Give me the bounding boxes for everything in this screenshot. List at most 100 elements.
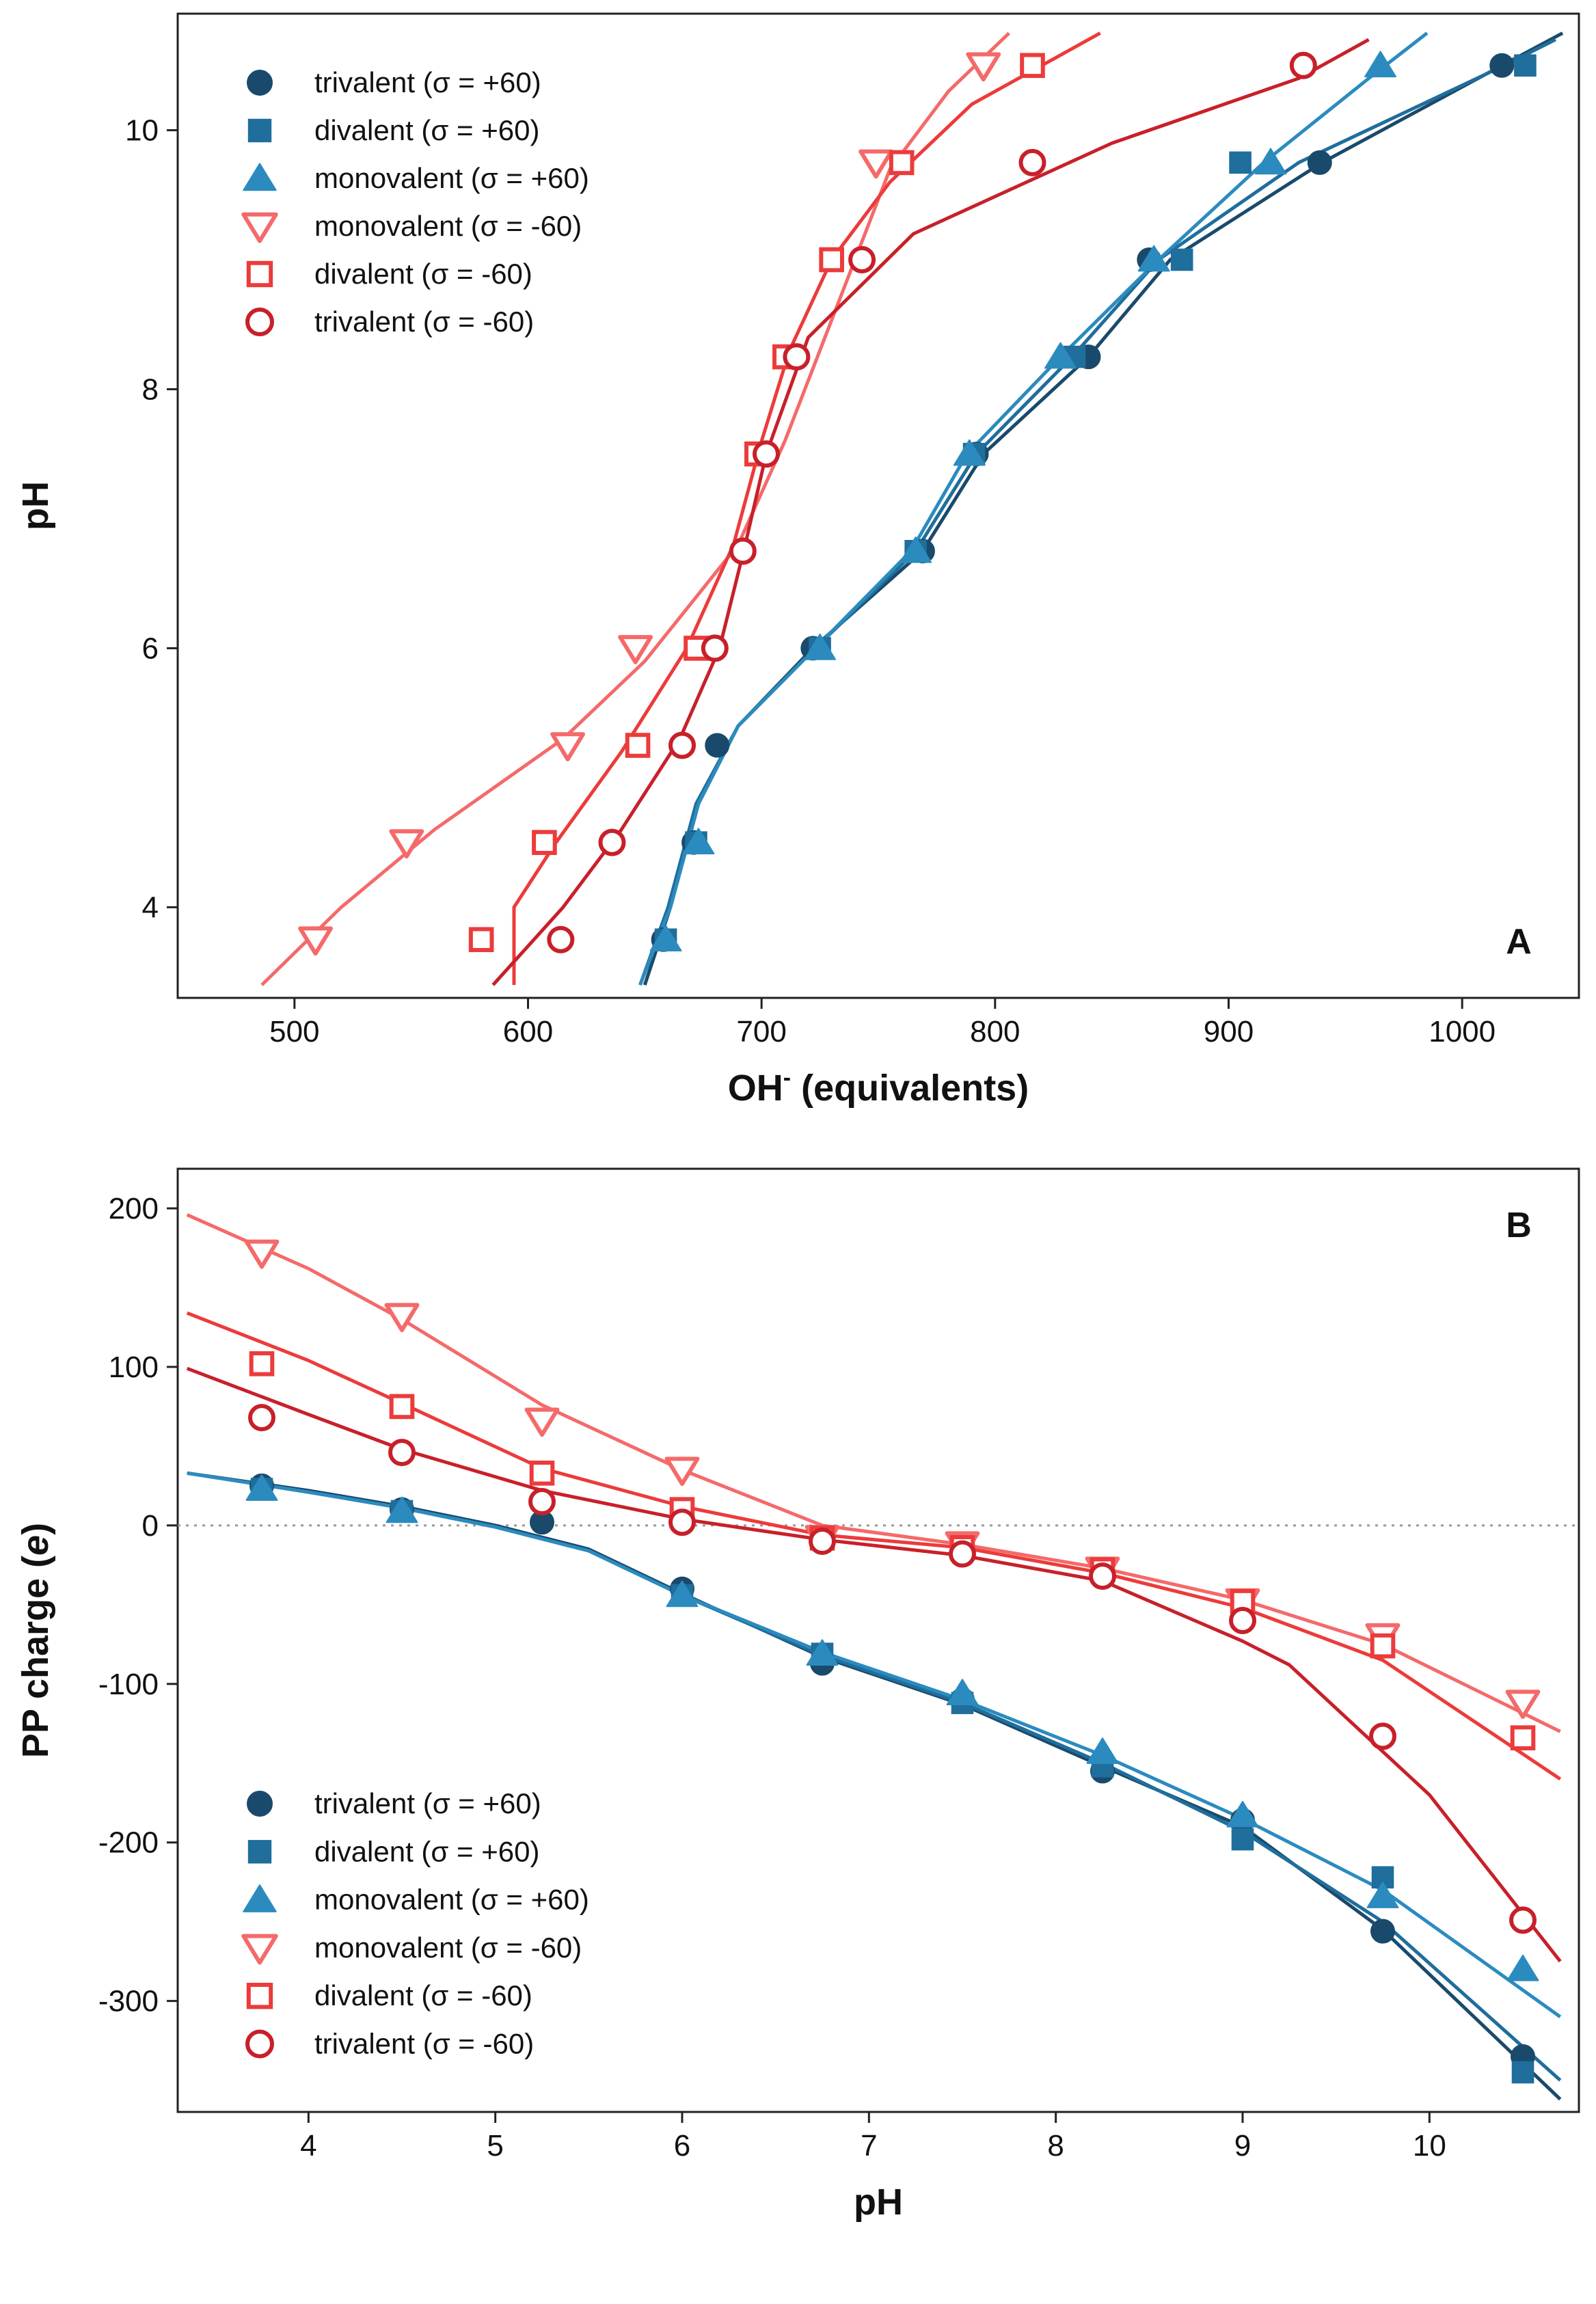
x-axis-title-suffix: (equivalents): [791, 1068, 1029, 1109]
panel-a: 500 600 700 800 900 1000 4 6 8 10 OH- (equivalents…: [15, 12, 1580, 1109]
series-line-2: [187, 1471, 1562, 2018]
legend-marker-1: [247, 118, 272, 143]
data-point-3-2: [524, 1407, 560, 1437]
data-point-3-9: [1505, 1690, 1541, 1720]
series-line-2: [638, 31, 1429, 986]
data-point-2-8: [1506, 1954, 1539, 1981]
data-point-4-2: [625, 733, 651, 758]
data-point-1-7: [1229, 151, 1252, 174]
y-tick-label: -100: [98, 1668, 159, 1701]
legend-marker-4: [246, 1983, 273, 2009]
y-axis-title: PP charge (e): [15, 1523, 56, 1758]
data-point-4-1: [532, 830, 557, 855]
data-point-2-2: [804, 634, 837, 660]
data-point-4-1: [389, 1394, 415, 1420]
data-point-5-6: [783, 343, 811, 371]
legend: trivalent (σ = +60) divalent (σ = +60) mon…: [241, 1787, 589, 2060]
data-point-2-0: [245, 1474, 278, 1501]
legend-marker-3: [241, 212, 278, 243]
data-point-1-6: [1231, 1828, 1254, 1851]
legend-label-2: monovalent (σ = +60): [314, 162, 589, 194]
panel-letter: B: [1506, 1206, 1532, 1245]
data-point-5-1: [598, 828, 626, 856]
x-tick-label: 10: [1413, 2129, 1446, 2163]
legend-marker-5: [245, 2029, 274, 2059]
data-point-0-9: [1489, 53, 1515, 78]
data-point-2-4: [946, 1679, 979, 1706]
data-point-2-5: [1086, 1737, 1119, 1764]
data-point-4-6: [819, 247, 844, 273]
x-tick-label: 700: [736, 1015, 786, 1048]
plot-frame: [176, 1167, 1580, 2113]
legend-label-5: trivalent (σ = -60): [314, 306, 534, 338]
legend-label-1: divalent (σ = +60): [314, 114, 539, 146]
legend: trivalent (σ = +60) divalent (σ = +60) mon…: [241, 66, 589, 338]
data-point-2-6: [1226, 1800, 1259, 1828]
data-point-5-5: [753, 440, 780, 468]
y-tick-label: 6: [142, 632, 159, 665]
legend-marker-2: [243, 163, 277, 191]
data-point-3-2: [618, 635, 653, 664]
x-tick-label: 7: [861, 2129, 877, 2163]
y-axis-title-main: PP charge (: [15, 1556, 56, 1758]
data-point-5-5: [949, 1540, 976, 1568]
legend-marker-1: [247, 1840, 272, 1864]
data-point-4-8: [1370, 1633, 1396, 1659]
data-point-5-3: [701, 634, 729, 662]
data-point-3-4: [858, 149, 894, 179]
legend-label-0: trivalent (σ = +60): [314, 66, 541, 98]
legend-label-0: trivalent (σ = +60): [314, 1787, 541, 1819]
data-point-4-9: [1510, 1725, 1536, 1750]
data-point-1-8: [1511, 2061, 1534, 2084]
y-tick-label: -200: [98, 1826, 159, 1860]
legend-label-5: trivalent (σ = -60): [314, 2028, 534, 2060]
legend-marker-5: [245, 308, 274, 336]
data-point-2-8: [1364, 51, 1397, 78]
legend-marker-2: [243, 1884, 277, 1912]
data-point-2-4: [953, 439, 986, 466]
data-point-5-8: [1018, 148, 1046, 176]
data-point-2-5: [1044, 342, 1077, 369]
data-point-5-8: [1369, 1722, 1396, 1750]
data-point-3-0: [244, 1239, 280, 1269]
data-point-5-4: [729, 537, 757, 565]
data-point-3-5: [966, 52, 1001, 82]
data-point-1-8: [1514, 54, 1537, 77]
plot-frame: [176, 12, 1580, 999]
x-tick-label: 8: [1047, 2129, 1064, 2163]
data-point-2-2: [666, 1580, 699, 1608]
x-axis-title: pH: [854, 2182, 903, 2223]
y-axis-title-suffix: ): [15, 1523, 56, 1535]
legend-marker-0: [247, 1791, 273, 1817]
y-tick-label: 0: [142, 1509, 159, 1543]
series-line-1: [638, 38, 1556, 986]
data-point-0-8: [1307, 150, 1332, 175]
data-point-4-8: [1020, 53, 1045, 79]
data-point-2-6: [1137, 245, 1170, 272]
data-point-5-3: [668, 1508, 696, 1536]
data-point-0-2: [705, 733, 730, 758]
data-point-5-4: [809, 1528, 836, 1556]
data-point-5-9: [1509, 1906, 1537, 1934]
data-point-3-3: [664, 1456, 700, 1487]
legend-label-2: monovalent (σ = +60): [314, 1884, 589, 1916]
x-axis-title: OH- (equivalents): [728, 1065, 1029, 1109]
series-line-0: [643, 31, 1564, 986]
legend-marker-4: [246, 260, 273, 288]
data-point-0-8: [1370, 1919, 1395, 1944]
y-tick-label: 8: [142, 372, 159, 406]
x-tick-label: 500: [269, 1015, 319, 1048]
data-point-5-7: [1229, 1607, 1256, 1635]
data-point-2-1: [386, 1496, 418, 1523]
data-point-4-0: [249, 1351, 275, 1377]
data-point-5-1: [388, 1439, 416, 1467]
x-axis-title-superscript: -: [783, 1065, 791, 1091]
data-point-2-7: [1254, 148, 1287, 175]
series-line-3: [186, 1213, 1561, 1733]
data-point-5-2: [528, 1488, 556, 1516]
data-point-5-9: [1289, 51, 1317, 79]
data-point-2-3: [900, 536, 932, 563]
data-point-4-0: [468, 927, 494, 953]
x-axis-title-main: OH: [728, 1068, 783, 1109]
